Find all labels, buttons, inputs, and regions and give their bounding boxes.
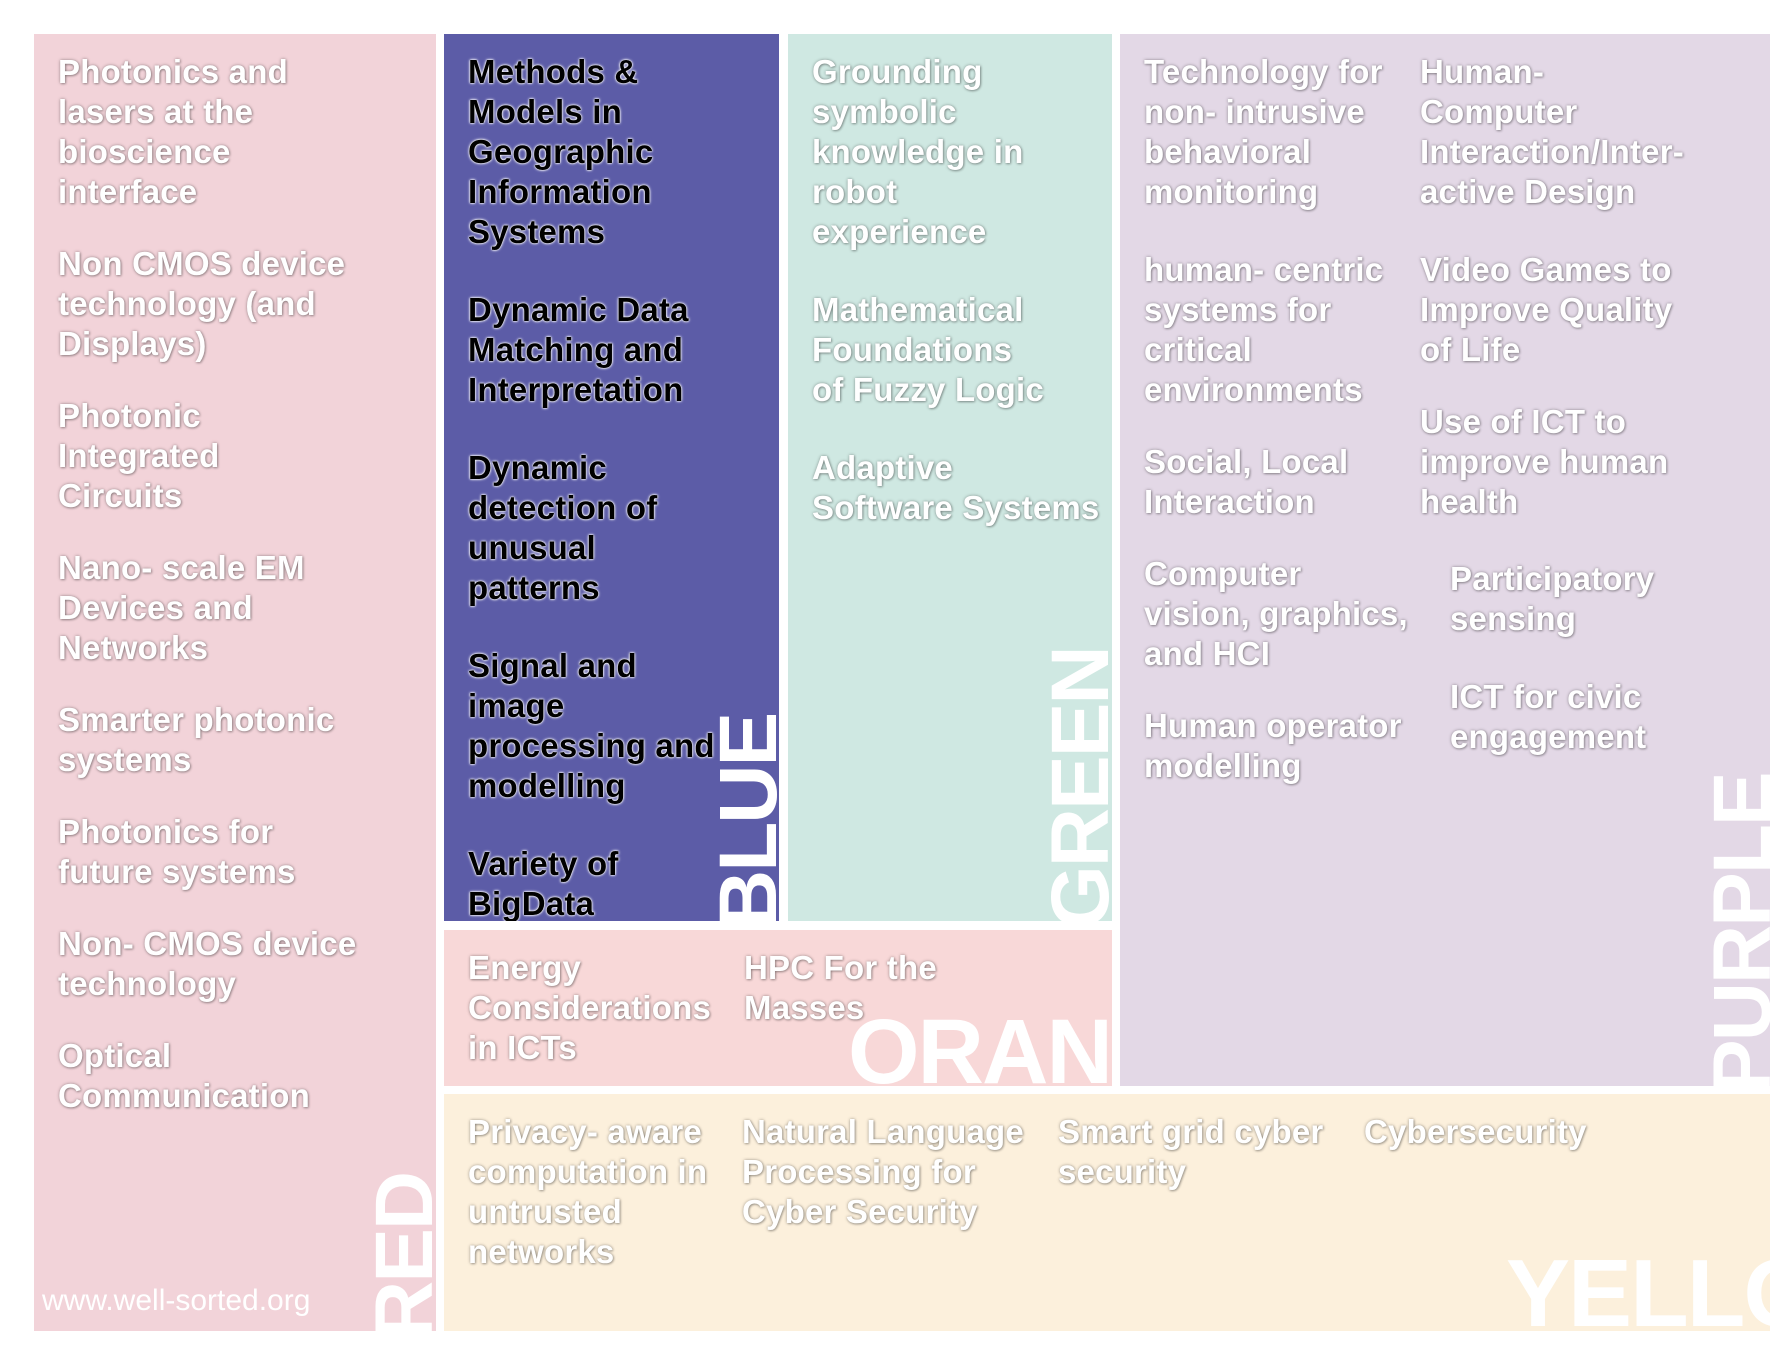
yellow-items: Privacy- aware computation in untrusted … (468, 1112, 1668, 1272)
blue-item: Dynamic Data Matching and Interpretation (468, 291, 689, 408)
green-label: GREEN (1035, 647, 1112, 921)
yellow-item: Privacy- aware computation in untrusted … (468, 1113, 708, 1270)
blue-items: Methods & Models in Geographic Informati… (468, 52, 758, 921)
purple-items-column-2: Human- Computer Interaction/Inter- activ… (1420, 52, 1720, 522)
purple-item: Participatory sensing (1450, 560, 1655, 637)
purple-item: ICT for civic engagement (1450, 678, 1647, 755)
purple-item: human- centric systems for critical envi… (1144, 251, 1384, 408)
purple-label: PURPLE (1697, 773, 1770, 1086)
blue-item: Signal and image processing and modellin… (468, 647, 715, 804)
blue-label: BLUE (703, 713, 779, 921)
red-item: Optical Communication (58, 1037, 310, 1114)
yellow-cluster: Privacy- aware computation in untrusted … (444, 1094, 1770, 1331)
red-item: Non CMOS device technology (and Displays… (58, 245, 346, 362)
orange-item: Energy Considerations in ICTs (468, 949, 712, 1066)
green-item: Mathematical Foundations of Fuzzy Logic (812, 291, 1044, 408)
purple-item: Video Games to Improve Quality of Life (1420, 251, 1673, 368)
red-item: Nano- scale EM Devices and Networks (58, 549, 305, 666)
purple-item: Human- Computer Interaction/Inter- activ… (1420, 53, 1684, 210)
red-item: Photonic Integrated Circuits (58, 397, 220, 514)
purple-items-column-3: Participatory sensing ICT for civic enga… (1450, 559, 1730, 757)
purple-item: Technology for non- intrusive behavioral… (1144, 53, 1383, 210)
red-item: Photonics and lasers at the bioscience i… (58, 53, 288, 210)
green-item: Grounding symbolic knowledge in robot ex… (812, 53, 1024, 250)
purple-item: Social, Local Interaction (1144, 443, 1349, 520)
green-items: Grounding symbolic knowledge in robot ex… (812, 52, 1102, 528)
blue-item: Variety of BigData (468, 845, 619, 921)
purple-item: Use of ICT to improve human health (1420, 403, 1669, 520)
green-cluster: Grounding symbolic knowledge in robot ex… (788, 34, 1112, 921)
blue-item: Methods & Models in Geographic Informati… (468, 53, 654, 250)
blue-item: Dynamic detection of unusual patterns (468, 449, 658, 606)
purple-item: Computer vision, graphics, and HCI (1144, 555, 1408, 672)
red-label: RED (359, 1172, 436, 1331)
watermark: www.well-sorted.org (42, 1284, 311, 1317)
red-cluster: Photonics and lasers at the bioscience i… (34, 34, 436, 1331)
purple-cluster: Technology for non- intrusive behavioral… (1120, 34, 1770, 1086)
yellow-label: YELLOW (1506, 1240, 1770, 1332)
red-item: Non- CMOS device technology (58, 925, 357, 1002)
yellow-item: Natural Language Processing for Cyber Se… (742, 1113, 1024, 1230)
red-item: Photonics for future systems (58, 813, 296, 890)
purple-item: Human operator modelling (1144, 707, 1402, 784)
red-item: Smarter photonic systems (58, 701, 335, 778)
orange-cluster: Energy Considerations in ICTs HPC For th… (444, 930, 1112, 1086)
yellow-item: Cybersecurity (1364, 1113, 1587, 1150)
orange-label: ORANGE (848, 1001, 1112, 1086)
green-item: Adaptive Software Systems (812, 449, 1100, 526)
orange-item: HPC For the Masses (744, 949, 937, 1026)
red-items: Photonics and lasers at the bioscience i… (58, 52, 398, 1116)
orange-items: Energy Considerations in ICTs HPC For th… (468, 948, 1088, 1068)
purple-items-column-1: Technology for non- intrusive behavioral… (1144, 52, 1414, 786)
yellow-item: Smart grid cyber security (1058, 1113, 1324, 1190)
blue-cluster: Methods & Models in Geographic Informati… (444, 34, 779, 921)
